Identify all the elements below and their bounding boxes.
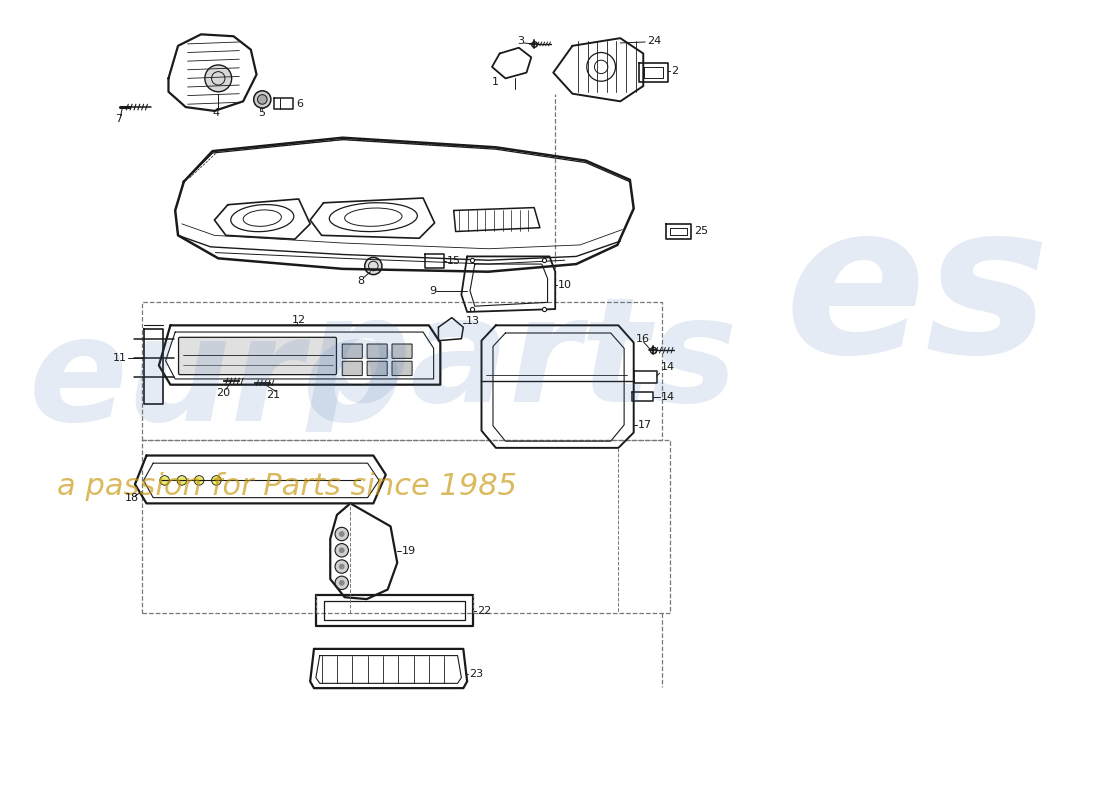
Circle shape (336, 543, 349, 557)
Text: 21: 21 (266, 390, 280, 400)
Text: parts: parts (306, 291, 738, 432)
Circle shape (211, 476, 221, 485)
Text: 15: 15 (447, 256, 461, 266)
Text: 5: 5 (258, 108, 265, 118)
FancyBboxPatch shape (367, 362, 387, 375)
Circle shape (336, 576, 349, 590)
Circle shape (160, 476, 169, 485)
Text: 13: 13 (466, 315, 481, 326)
Ellipse shape (344, 208, 402, 226)
Text: 8: 8 (358, 276, 364, 286)
FancyBboxPatch shape (367, 344, 387, 358)
Text: 25: 25 (694, 226, 708, 235)
Text: 3: 3 (517, 36, 524, 46)
Ellipse shape (329, 202, 417, 231)
Circle shape (365, 258, 382, 274)
Text: euro: euro (29, 310, 404, 451)
Text: 24: 24 (647, 36, 661, 46)
Text: 16: 16 (636, 334, 650, 344)
Ellipse shape (231, 205, 294, 232)
FancyBboxPatch shape (342, 344, 362, 358)
Text: 22: 22 (476, 606, 491, 615)
Text: 6: 6 (296, 99, 303, 110)
Circle shape (205, 65, 232, 92)
Text: 20: 20 (217, 388, 231, 398)
Text: 11: 11 (113, 353, 127, 363)
Circle shape (339, 531, 344, 537)
Text: 10: 10 (558, 280, 572, 290)
FancyBboxPatch shape (342, 362, 362, 375)
Circle shape (336, 560, 349, 574)
Circle shape (339, 547, 344, 553)
FancyBboxPatch shape (178, 338, 337, 374)
Text: 9: 9 (429, 286, 436, 296)
Text: 14: 14 (660, 392, 674, 402)
Text: 18: 18 (124, 493, 139, 502)
Text: 2: 2 (671, 66, 679, 76)
Text: 14: 14 (660, 362, 674, 373)
Ellipse shape (243, 210, 282, 226)
Text: 1: 1 (492, 77, 499, 87)
Text: a passion for Parts since 1985: a passion for Parts since 1985 (57, 472, 517, 501)
FancyBboxPatch shape (392, 362, 412, 375)
Text: 7: 7 (114, 114, 122, 123)
Text: es: es (785, 194, 1050, 396)
Text: 23: 23 (469, 669, 483, 678)
FancyBboxPatch shape (392, 344, 412, 358)
Circle shape (339, 580, 344, 586)
Circle shape (195, 476, 204, 485)
Text: 17: 17 (638, 420, 651, 430)
Circle shape (336, 527, 349, 541)
Circle shape (177, 476, 187, 485)
Text: 19: 19 (402, 546, 416, 556)
Circle shape (254, 91, 271, 108)
Circle shape (339, 564, 344, 570)
Circle shape (257, 94, 267, 104)
Text: 4: 4 (212, 108, 220, 118)
Text: 12: 12 (292, 314, 306, 325)
